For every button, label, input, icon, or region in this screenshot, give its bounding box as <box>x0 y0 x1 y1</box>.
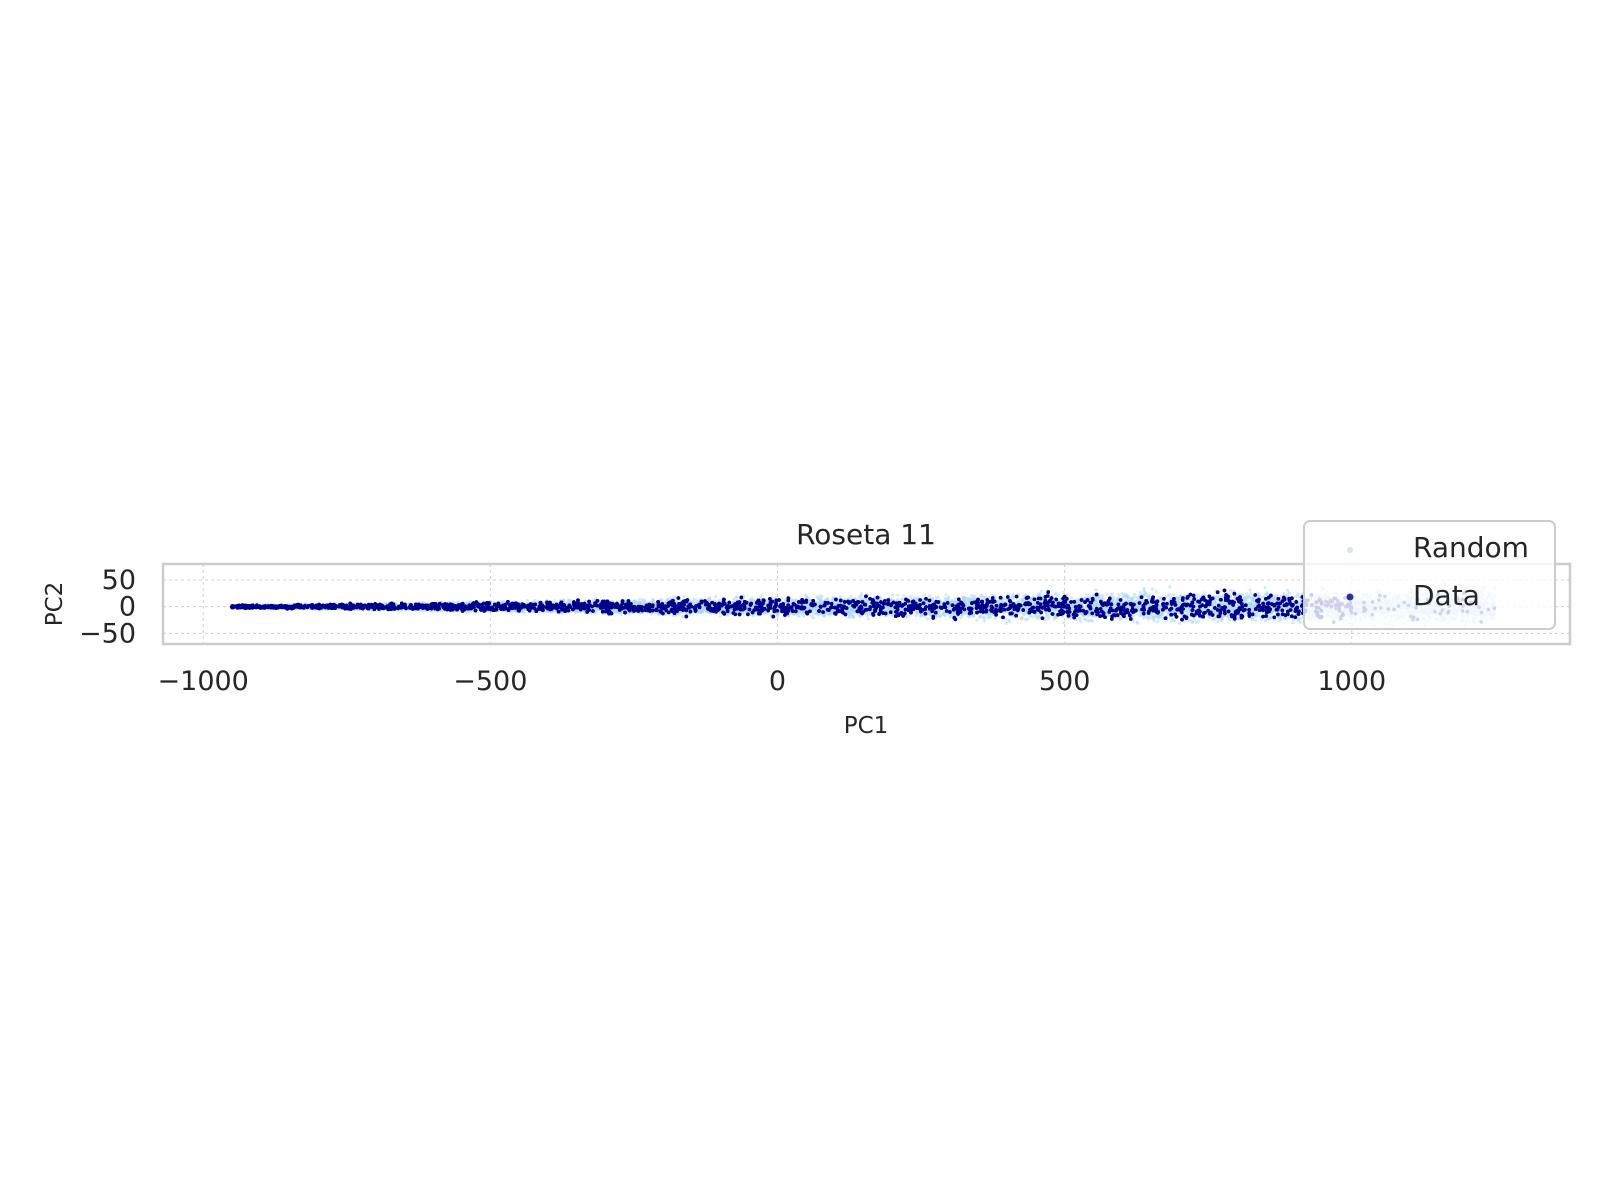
random-point <box>1111 595 1115 600</box>
random-point <box>896 593 900 597</box>
random-point <box>1023 593 1028 597</box>
random-point <box>1291 621 1295 625</box>
random-point <box>1061 591 1065 595</box>
random-point <box>969 593 973 598</box>
random-point <box>525 599 529 603</box>
random-point <box>839 595 843 599</box>
random-point <box>927 594 932 598</box>
random-point <box>1193 617 1197 621</box>
random-point <box>552 599 556 603</box>
random-point <box>1263 618 1267 623</box>
random-point <box>1094 588 1098 592</box>
random-point <box>1011 593 1015 597</box>
random-point <box>1105 593 1109 597</box>
random-point <box>953 596 957 600</box>
random-point <box>960 613 965 617</box>
random-point <box>1132 592 1137 597</box>
random-point <box>1172 592 1176 597</box>
random-point <box>1142 587 1146 591</box>
random-point <box>895 597 900 602</box>
random-point <box>908 595 913 599</box>
random-point <box>1039 589 1044 593</box>
random-point <box>673 596 677 600</box>
random-point <box>1151 587 1155 591</box>
random-point <box>1135 595 1139 600</box>
random-point <box>1046 617 1050 621</box>
random-point <box>914 613 918 617</box>
random-point <box>802 614 806 618</box>
random-point <box>735 595 739 599</box>
random-point <box>1156 620 1160 624</box>
random-point <box>1250 617 1255 622</box>
random-point <box>1257 614 1261 618</box>
random-point <box>982 619 987 623</box>
random-point <box>732 597 736 601</box>
random-point <box>923 615 927 619</box>
random-point <box>1254 618 1258 622</box>
random-point <box>849 594 853 599</box>
random-point <box>1004 617 1008 621</box>
random-point <box>925 617 930 621</box>
random-point <box>1196 619 1201 624</box>
random-point <box>1177 621 1182 625</box>
random-point <box>682 594 686 599</box>
random-point <box>1069 616 1073 620</box>
random-point <box>1275 593 1279 597</box>
random-point <box>637 597 642 602</box>
random-point <box>981 615 985 620</box>
random-point <box>1244 613 1248 617</box>
random-point <box>1044 611 1048 615</box>
random-point <box>1088 593 1092 597</box>
random-point <box>986 616 990 620</box>
random-point <box>1079 620 1083 624</box>
random-point <box>770 595 774 599</box>
random-point <box>1263 586 1267 590</box>
random-point <box>1168 585 1172 589</box>
random-point <box>1196 593 1200 597</box>
chart-title: Roseta 11 <box>796 518 936 551</box>
random-point <box>1216 619 1220 624</box>
random-point <box>1084 593 1088 597</box>
